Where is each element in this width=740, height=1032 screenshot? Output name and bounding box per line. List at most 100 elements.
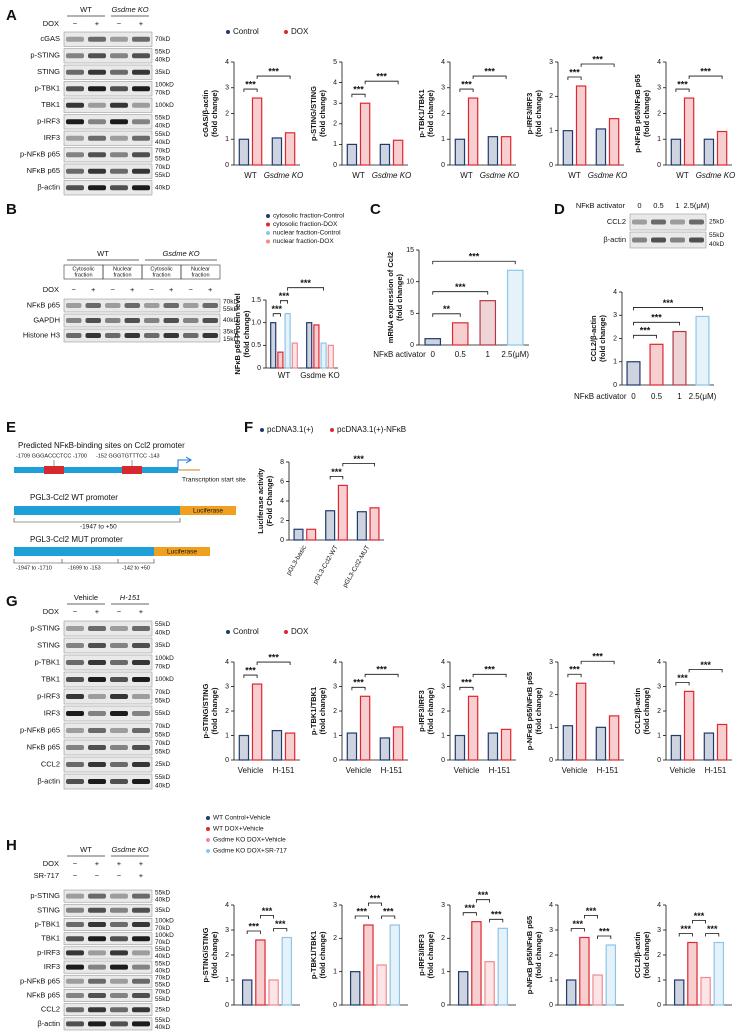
sig-bracket xyxy=(633,321,680,326)
condition-value: + xyxy=(208,285,213,294)
sig-bracket xyxy=(287,287,324,291)
blot-band xyxy=(66,922,84,927)
bar xyxy=(392,726,404,761)
y-tick-label: 3 xyxy=(225,683,229,690)
y-tick-label: 1 xyxy=(549,977,553,984)
legend-dot xyxy=(330,428,334,432)
blot-strip xyxy=(63,328,221,343)
blot-strip xyxy=(63,81,153,97)
blot-band xyxy=(132,936,150,942)
sig-label: *** xyxy=(651,313,662,323)
blot-band xyxy=(88,135,106,141)
blot-band xyxy=(132,922,150,927)
bar xyxy=(626,361,641,386)
x-tick-label: H-151 xyxy=(489,766,511,775)
y-axis-label: p-IRF3/IRF3 xyxy=(525,93,534,135)
x-tick-label: 1 xyxy=(486,350,491,359)
bar xyxy=(683,690,695,761)
bar xyxy=(487,136,499,166)
mw-marker: 70kD xyxy=(155,723,170,730)
bar xyxy=(281,936,293,1006)
blot-band xyxy=(66,694,84,699)
mw-marker: 40kD xyxy=(709,241,724,248)
bar xyxy=(500,136,512,166)
bar xyxy=(457,971,469,1006)
bar xyxy=(238,138,250,166)
sig-bracket xyxy=(633,307,703,311)
y-axis-label: p-STING/STING xyxy=(201,927,210,982)
y-tick-label: 1 xyxy=(441,136,445,143)
blot-band xyxy=(88,660,106,665)
y-tick-label: 0 xyxy=(333,1002,337,1009)
y-tick-label: 3 xyxy=(549,659,553,666)
blot-band xyxy=(88,643,106,648)
bar xyxy=(454,734,466,761)
y-axis-label: (fold change) xyxy=(426,89,435,137)
mw-marker: 70kD xyxy=(155,36,170,43)
bar xyxy=(608,715,620,761)
panel-letter: D xyxy=(554,201,565,218)
sig-bracket xyxy=(675,682,690,686)
y-axis-label: p-STING/STING xyxy=(309,86,318,141)
y-axis-label: (fold change) xyxy=(534,89,543,137)
y-tick-label: 4 xyxy=(333,659,337,666)
blot-band xyxy=(66,333,82,338)
blot-row-label: β-actin xyxy=(603,235,626,244)
sig-bracket xyxy=(567,673,582,678)
blot-band xyxy=(651,237,666,243)
blot-strip xyxy=(63,739,153,756)
condition-value: + xyxy=(139,859,144,868)
x-tick-label: 1 xyxy=(677,392,682,401)
y-tick-label: 0 xyxy=(225,162,229,169)
blot-band xyxy=(88,168,106,174)
blot-row-label: NFκB p65 xyxy=(27,300,60,309)
blot-row-label: p-IRF3 xyxy=(37,117,60,126)
blot-strip xyxy=(63,889,153,903)
blot-row-label: CCL2 xyxy=(41,759,60,768)
y-tick-label: 0 xyxy=(225,757,229,764)
blot-group-label: H-151 xyxy=(120,593,140,602)
x-tick-label: 2.5(μM) xyxy=(689,392,717,401)
bar xyxy=(592,974,603,1006)
bar xyxy=(562,725,574,761)
condition-value: − xyxy=(73,871,78,880)
x-tick-label: WT xyxy=(460,171,473,180)
mw-marker: 55kD xyxy=(155,1017,170,1024)
y-tick-label: 1 xyxy=(333,969,337,976)
blot-band xyxy=(66,936,84,942)
blot-strip xyxy=(63,989,153,1002)
blot-band xyxy=(88,1007,106,1013)
blot-band xyxy=(105,333,121,338)
condition-value: 1 xyxy=(675,201,679,210)
blot-band xyxy=(88,964,106,970)
legend-label: Control xyxy=(233,627,259,636)
sig-label: *** xyxy=(331,467,342,477)
mw-marker: 40kD xyxy=(155,967,170,974)
mw-marker: 25kD xyxy=(709,219,724,226)
bar xyxy=(389,924,401,1006)
blot-band xyxy=(689,237,704,243)
blot-band xyxy=(632,237,647,243)
sig-label: *** xyxy=(262,906,273,916)
y-tick-label: 0 xyxy=(657,757,661,764)
x-tick-label: WT xyxy=(568,171,581,180)
blot-band xyxy=(66,135,84,141)
bar xyxy=(700,976,711,1006)
sig-label: *** xyxy=(245,79,256,89)
mw-marker: 55kD xyxy=(709,232,724,239)
x-tick-label: pGL3-Ccl2-MUT xyxy=(342,544,372,588)
blot-band xyxy=(132,893,150,899)
x-tick-label: Gsdme KO xyxy=(300,371,340,380)
blot-band xyxy=(88,907,106,913)
sig-bracket xyxy=(633,334,657,339)
legend-dot xyxy=(206,849,210,853)
blot-band xyxy=(110,711,128,716)
mw-marker: 70kD xyxy=(155,939,170,946)
mw-marker: 55kD xyxy=(155,114,170,121)
condition-name: DOX xyxy=(43,859,59,868)
y-axis-label: p-IRF3/IRF3 xyxy=(417,934,426,976)
sig-bracket xyxy=(280,300,288,304)
blot-band xyxy=(110,1021,128,1027)
blot-strip xyxy=(63,31,153,47)
legend-label: Gsdme KO DOX+SR-717 xyxy=(213,848,287,855)
